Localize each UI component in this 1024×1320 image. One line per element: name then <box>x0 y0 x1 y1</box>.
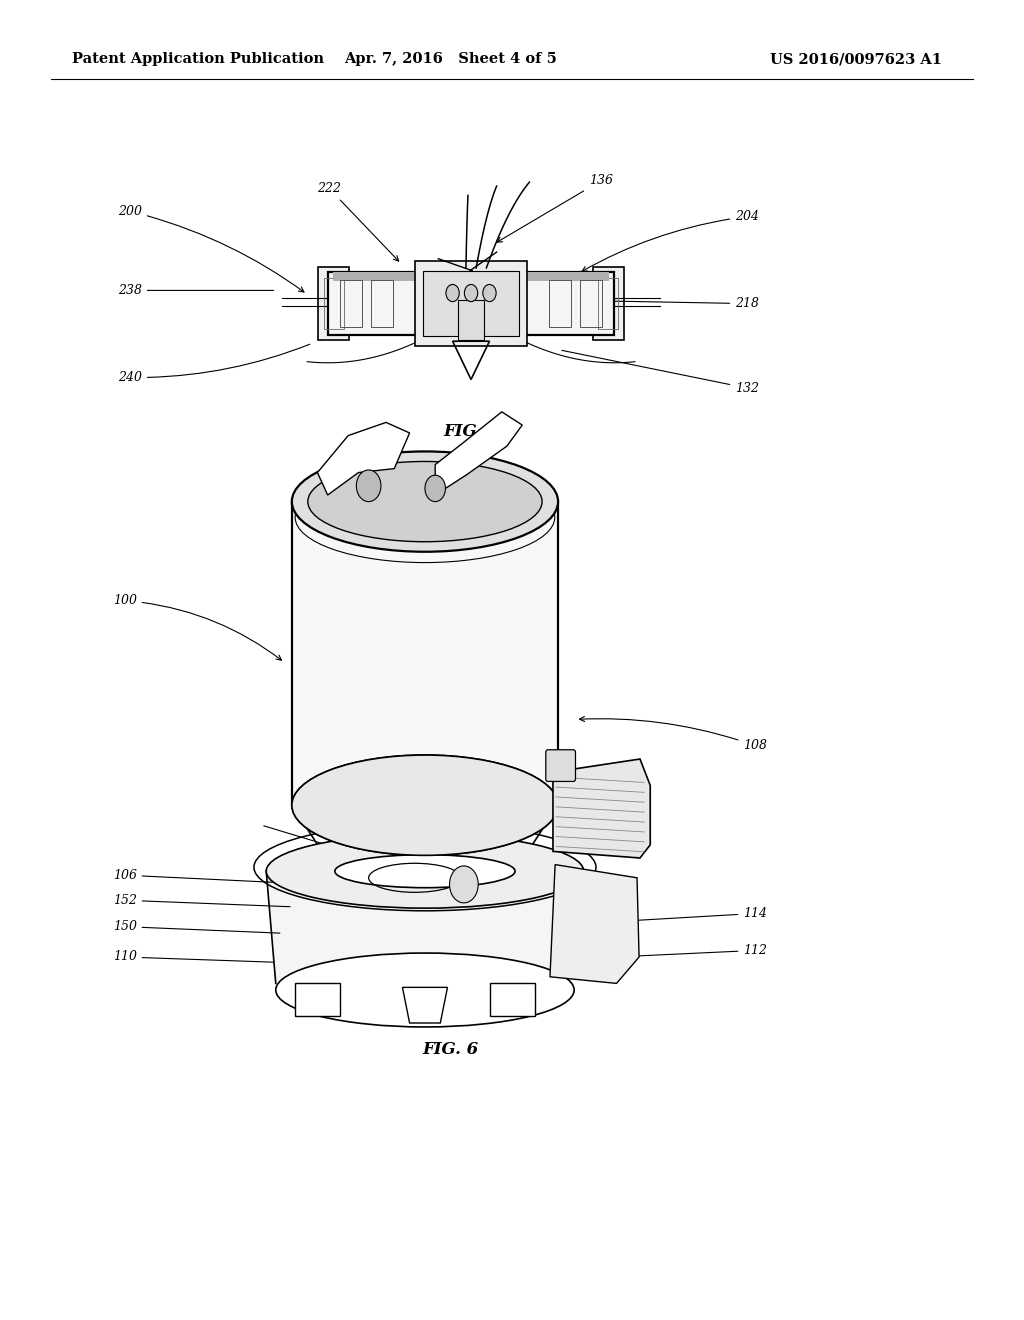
Ellipse shape <box>308 462 542 541</box>
Polygon shape <box>553 759 650 858</box>
Polygon shape <box>266 871 584 983</box>
Text: 238: 238 <box>118 284 273 297</box>
Ellipse shape <box>292 451 558 552</box>
Bar <box>489 983 535 1016</box>
Bar <box>593 267 624 339</box>
Text: 100: 100 <box>113 594 282 660</box>
Bar <box>580 280 602 327</box>
Bar <box>549 280 571 327</box>
Text: 150: 150 <box>113 920 280 933</box>
Bar <box>333 272 609 281</box>
Circle shape <box>465 285 477 302</box>
Bar <box>423 271 519 335</box>
Text: 112: 112 <box>561 944 767 960</box>
Text: 222: 222 <box>317 182 398 261</box>
Text: Apr. 7, 2016   Sheet 4 of 5: Apr. 7, 2016 Sheet 4 of 5 <box>344 53 557 66</box>
Text: 106: 106 <box>113 869 287 883</box>
Bar <box>459 300 484 339</box>
Text: 136: 136 <box>497 174 612 242</box>
FancyBboxPatch shape <box>546 750 575 781</box>
Bar <box>318 267 349 339</box>
Text: 132: 132 <box>562 350 759 395</box>
Bar <box>295 983 340 1016</box>
Ellipse shape <box>275 953 574 1027</box>
Ellipse shape <box>266 834 584 908</box>
Polygon shape <box>402 987 447 1023</box>
Text: 110: 110 <box>113 950 273 964</box>
Circle shape <box>446 285 460 302</box>
Bar <box>340 280 362 327</box>
Text: 152: 152 <box>113 894 290 907</box>
Polygon shape <box>550 865 639 983</box>
Circle shape <box>425 475 445 502</box>
Text: Patent Application Publication: Patent Application Publication <box>72 53 324 66</box>
Text: 240: 240 <box>118 345 309 384</box>
Circle shape <box>450 866 478 903</box>
Polygon shape <box>435 412 522 495</box>
Bar <box>292 502 558 805</box>
Bar <box>328 272 614 335</box>
Ellipse shape <box>292 755 558 855</box>
Text: FIG. 5: FIG. 5 <box>443 424 499 440</box>
Text: 200: 200 <box>118 205 304 292</box>
Text: 108: 108 <box>580 717 767 752</box>
Text: 204: 204 <box>582 210 759 271</box>
Text: 218: 218 <box>607 297 759 310</box>
Bar <box>415 261 527 346</box>
Text: 114: 114 <box>577 907 767 924</box>
Bar <box>324 277 344 329</box>
Text: FIG. 6: FIG. 6 <box>423 1041 478 1057</box>
Ellipse shape <box>292 755 558 855</box>
Ellipse shape <box>335 855 515 887</box>
Polygon shape <box>317 422 410 495</box>
Circle shape <box>483 285 497 302</box>
Bar <box>598 277 618 329</box>
Bar <box>371 280 393 327</box>
Circle shape <box>356 470 381 502</box>
Text: US 2016/0097623 A1: US 2016/0097623 A1 <box>770 53 942 66</box>
